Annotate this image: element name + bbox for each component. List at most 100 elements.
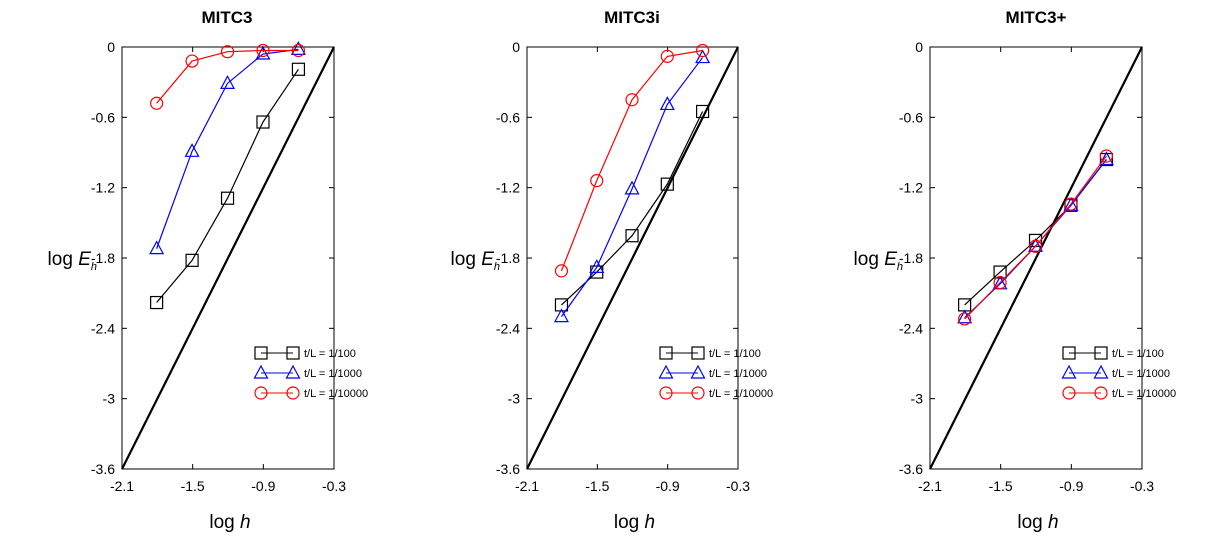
- legend-marker: [691, 386, 705, 400]
- legend-marker: [1062, 346, 1076, 360]
- legend-label: t/L = 1/1000: [709, 368, 767, 380]
- data-point: [993, 276, 1007, 290]
- x-tick-label: -0.9: [656, 478, 680, 494]
- data-point: [1028, 238, 1044, 252]
- chart-panel-1: MITC3 -2.1 -1.5 -0.9 -0.3 0 -0.6 -1.2 -1.8 -2.4 -3…: [48, 8, 369, 533]
- y-tick-label: -2.4: [91, 320, 115, 336]
- data-point: [220, 191, 235, 205]
- y-tick-label: -3: [508, 391, 521, 407]
- data-point: [590, 174, 604, 188]
- data-point: [625, 93, 639, 107]
- data-point: [554, 264, 569, 278]
- legend-label: t/L = 1/10000: [709, 388, 773, 400]
- x-axis-label: log h: [209, 512, 250, 533]
- chart-panel-3: MITC3+ -2.1 -1.5 -0.9 -0.3 0 -0.6 -1.2 -1.8 -2.4 -…: [854, 8, 1177, 533]
- x-tick-label: -0.3: [1130, 478, 1154, 494]
- legend-marker: [1094, 346, 1108, 360]
- y-axis-label: log Eh: [854, 249, 903, 273]
- data-point: [150, 295, 164, 310]
- x-tick-label: -1.5: [585, 478, 609, 494]
- legend-marker: [286, 346, 300, 360]
- legend: t/L = 1/100 t/L = 1/1000 t/L = 1/10000: [658, 346, 773, 400]
- y-tick-label: -1.2: [91, 180, 115, 196]
- data-point: [220, 45, 235, 59]
- y-tick-label: -1.2: [496, 180, 520, 196]
- series-square: [150, 62, 306, 310]
- series-square: [958, 152, 1114, 312]
- y-axis-label: log Eh: [48, 249, 97, 273]
- y-tick-label: 0: [915, 39, 923, 55]
- data-point: [291, 43, 306, 58]
- x-axis-label: log h: [1017, 512, 1058, 533]
- legend: t/L = 1/100 t/L = 1/1000 t/L = 1/10000: [1061, 346, 1176, 400]
- y-tick-label: -2.4: [496, 320, 520, 336]
- data-point: [660, 49, 674, 63]
- y-tick-label: -0.6: [496, 109, 520, 125]
- chart-panel-2: MITC3i -2.1 -1.5 -0.9 -0.3 0 -0.6 -1.2 -1.8 -2.4 -…: [451, 8, 774, 533]
- legend-marker: [254, 386, 268, 400]
- series-line: [964, 155, 1107, 320]
- data-point: [290, 41, 306, 55]
- data-point: [1028, 239, 1043, 253]
- series-triangle: [553, 49, 711, 323]
- legend-label: t/L = 1/100: [709, 348, 761, 360]
- legend-label: t/L = 1/100: [304, 348, 356, 360]
- data-point: [149, 240, 165, 255]
- x-tick-label: -0.3: [726, 478, 750, 494]
- chart-title: MITC3i: [604, 8, 660, 27]
- y-tick-label: -0.6: [899, 109, 923, 125]
- reference-slope-line: [121, 46, 335, 470]
- x-tick-label: -2.1: [110, 478, 134, 494]
- legend-marker: [285, 364, 301, 379]
- y-tick-label: -1.8: [91, 250, 115, 266]
- data-point: [256, 115, 270, 129]
- data-point: [150, 96, 164, 110]
- legend-marker: [254, 346, 268, 360]
- reference-slope-line: [929, 46, 1143, 470]
- reference-slope-line: [526, 46, 739, 470]
- data-point: [589, 259, 605, 273]
- chart-title: MITC3: [202, 8, 253, 27]
- y-tick-label: -3.6: [899, 461, 923, 477]
- legend-marker: [691, 346, 705, 360]
- legend-marker: [658, 364, 674, 379]
- data-point: [1064, 197, 1078, 211]
- x-tick-label: -2.1: [918, 478, 942, 494]
- data-point: [659, 96, 675, 111]
- data-point: [554, 298, 569, 312]
- data-point: [1098, 151, 1114, 166]
- series-line: [560, 49, 703, 272]
- y-tick-label: -3.6: [496, 461, 520, 477]
- legend: t/L = 1/100 t/L = 1/1000 t/L = 1/10000: [253, 346, 368, 400]
- data-point: [958, 312, 972, 326]
- y-tick-label: -3: [911, 391, 924, 407]
- series-line: [560, 57, 704, 317]
- legend-label: t/L = 1/1000: [304, 368, 362, 380]
- data-point: [184, 143, 200, 157]
- y-tick-label: -1.2: [899, 180, 923, 196]
- data-point: [553, 308, 569, 323]
- data-point: [255, 45, 271, 60]
- series-line: [156, 48, 299, 249]
- series-line: [561, 111, 704, 306]
- data-point: [993, 265, 1007, 279]
- y-axis-label: log Eh: [451, 249, 500, 273]
- y-tick-label: -3.6: [91, 461, 115, 477]
- series-circle: [554, 43, 710, 278]
- legend-marker: [690, 364, 706, 379]
- legend-marker: [1061, 364, 1077, 379]
- legend-label: t/L = 1/100: [1112, 348, 1164, 360]
- series-circle: [958, 149, 1114, 326]
- data-point: [695, 104, 710, 119]
- legend-label: t/L = 1/10000: [1112, 388, 1176, 400]
- legend-marker: [1062, 386, 1076, 400]
- legend-marker: [1093, 364, 1109, 379]
- data-point: [957, 309, 973, 324]
- legend-marker: [286, 386, 300, 400]
- data-point: [1099, 149, 1114, 163]
- y-tick-label: -3: [103, 391, 116, 407]
- chart-title: MITC3+: [1006, 8, 1067, 27]
- x-tick-label: -1.5: [989, 478, 1013, 494]
- x-tick-label: -0.9: [1059, 478, 1083, 494]
